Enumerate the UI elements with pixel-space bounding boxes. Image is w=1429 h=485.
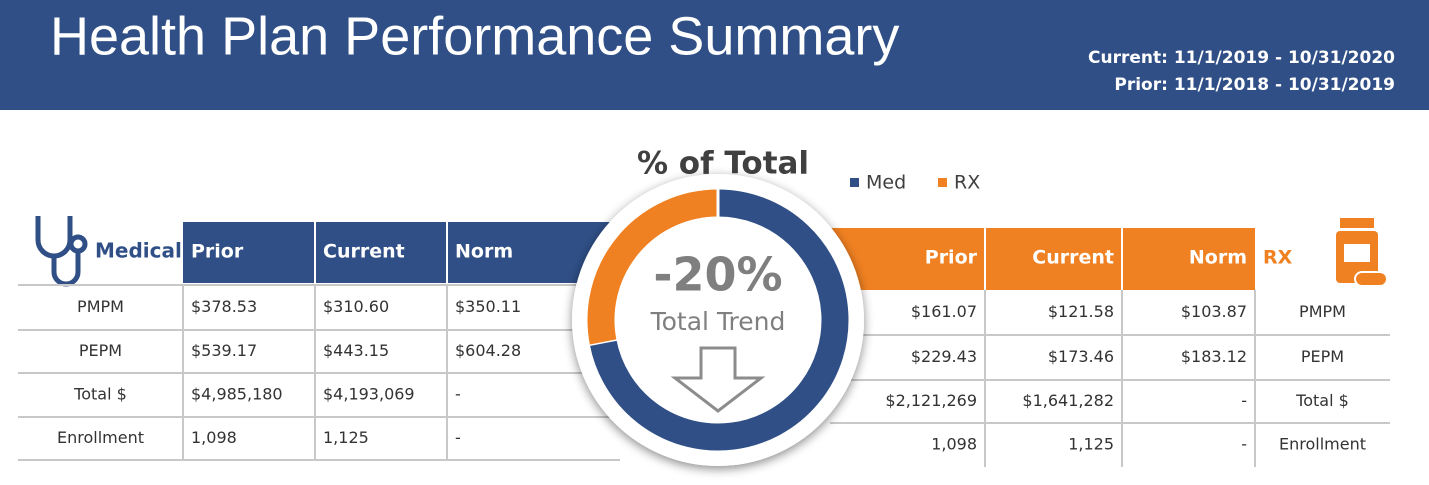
cell: 1,098	[191, 428, 237, 447]
cell: $229.43	[911, 347, 977, 366]
cell: $539.17	[191, 341, 257, 360]
cell: -	[455, 428, 461, 447]
cell: $443.15	[323, 341, 389, 360]
donut-segment	[587, 189, 719, 345]
legend-label: RX	[954, 172, 980, 194]
row-label: PMPM	[77, 297, 124, 316]
pill-bottle-icon	[1336, 218, 1388, 287]
prior-period: Prior: 11/1/2018 - 10/31/2019	[1114, 75, 1395, 95]
column-header: Norm	[455, 241, 513, 263]
medical-header	[183, 222, 620, 283]
title: Health Plan Performance Summary	[50, 6, 899, 66]
trend-label: Total Trend	[650, 307, 786, 336]
cell: $4,193,069	[323, 385, 415, 404]
row-label: PEPM	[1301, 347, 1344, 366]
donut-segment	[589, 189, 849, 451]
column-header: Prior	[925, 247, 978, 269]
down-arrow	[670, 346, 766, 413]
cell: 1,125	[323, 428, 369, 447]
cell: -	[1241, 391, 1247, 410]
cell: $2,121,269	[885, 391, 977, 410]
cell: $1,641,282	[1022, 391, 1114, 410]
legend-swatch	[850, 178, 859, 187]
donut-frame	[572, 174, 864, 466]
column-header: Norm	[1189, 247, 1247, 269]
row-label: PMPM	[1299, 302, 1346, 321]
rx-label: RX	[1263, 247, 1293, 269]
row-label: Enrollment	[57, 428, 144, 447]
legend-label: Med	[866, 172, 906, 194]
cell: -	[1241, 435, 1247, 454]
cell: $4,985,180	[191, 385, 283, 404]
header-bar	[0, 0, 1429, 110]
row-label: Enrollment	[1279, 435, 1366, 454]
cell: $121.58	[1048, 302, 1114, 321]
cell: $183.12	[1181, 347, 1247, 366]
column-header: Current	[1032, 247, 1114, 269]
cell: 1,098	[931, 435, 977, 454]
trend-value: -20%	[653, 248, 782, 302]
cell: $378.53	[191, 297, 257, 316]
row-label: Total $	[1295, 391, 1349, 410]
cell: $161.07	[911, 302, 977, 321]
cell: 1,125	[1068, 435, 1114, 454]
cell: $604.28	[455, 341, 521, 360]
legend-swatch	[938, 178, 947, 187]
rx-header	[822, 228, 1255, 290]
column-header: Current	[323, 241, 405, 263]
row-label: PEPM	[79, 341, 122, 360]
cell: -	[455, 385, 461, 404]
cell: $350.11	[455, 297, 521, 316]
cell: $103.87	[1181, 302, 1247, 321]
current-period: Current: 11/1/2019 - 10/31/2020	[1088, 48, 1395, 68]
cell: $310.60	[323, 297, 389, 316]
cell: $173.46	[1048, 347, 1114, 366]
row-label: Total $	[73, 385, 127, 404]
medical-label: Medical	[95, 239, 182, 263]
column-header: Prior	[191, 241, 244, 263]
